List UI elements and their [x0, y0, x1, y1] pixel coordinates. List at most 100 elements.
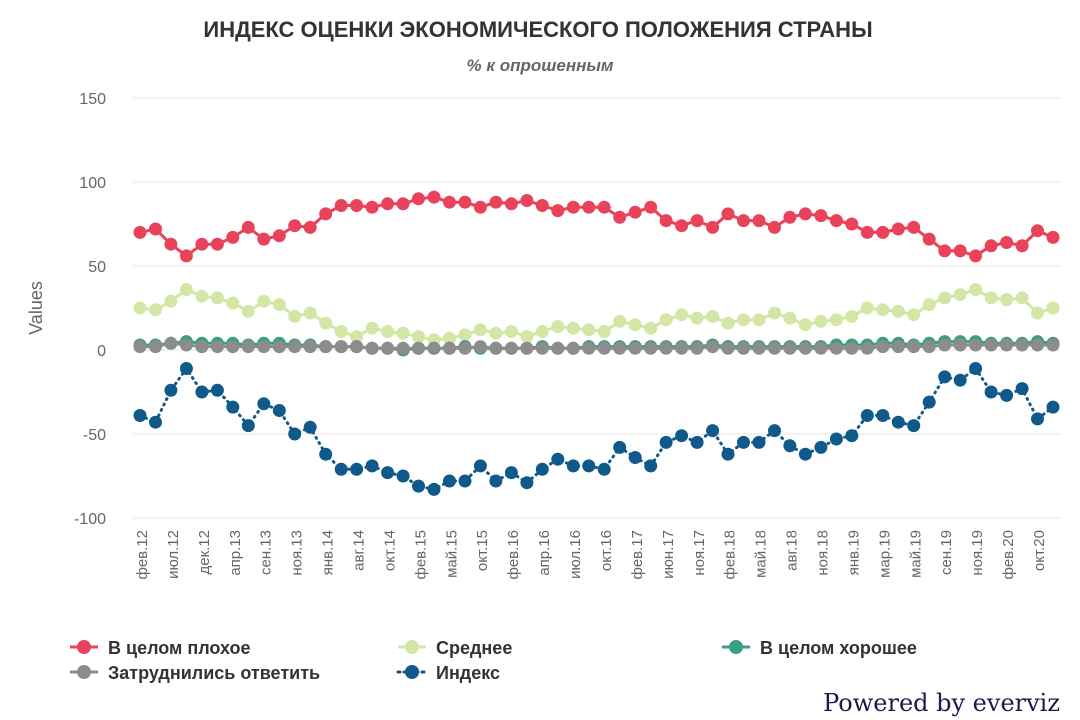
data-point[interactable]: [582, 323, 596, 337]
data-point[interactable]: [334, 462, 348, 476]
data-point[interactable]: [644, 200, 658, 214]
data-point[interactable]: [845, 429, 859, 443]
data-point[interactable]: [458, 341, 472, 355]
data-point[interactable]: [752, 313, 766, 327]
data-point[interactable]: [427, 190, 441, 204]
data-point[interactable]: [644, 321, 658, 335]
data-point[interactable]: [613, 210, 627, 224]
legend-item-good[interactable]: В целом хорошее: [722, 638, 917, 658]
data-point[interactable]: [876, 409, 890, 422]
data-point[interactable]: [876, 303, 890, 317]
data-point[interactable]: [535, 462, 549, 476]
data-point[interactable]: [706, 220, 720, 234]
data-point[interactable]: [288, 427, 302, 441]
data-point[interactable]: [443, 341, 456, 355]
data-point[interactable]: [969, 338, 983, 352]
data-point[interactable]: [535, 341, 549, 355]
data-point[interactable]: [473, 340, 487, 354]
data-point[interactable]: [798, 318, 812, 332]
data-point[interactable]: [412, 330, 425, 344]
data-point[interactable]: [706, 424, 720, 438]
data-point[interactable]: [551, 204, 565, 218]
data-point[interactable]: [133, 409, 147, 422]
data-point[interactable]: [768, 220, 781, 234]
data-point[interactable]: [350, 330, 364, 344]
data-point[interactable]: [149, 415, 162, 429]
data-point[interactable]: [659, 341, 673, 355]
data-point[interactable]: [226, 400, 240, 414]
data-point[interactable]: [860, 409, 874, 422]
data-point[interactable]: [922, 395, 936, 409]
data-point[interactable]: [628, 451, 642, 464]
data-point[interactable]: [504, 325, 518, 338]
data-point[interactable]: [845, 341, 859, 355]
data-point[interactable]: [690, 311, 704, 325]
data-point[interactable]: [179, 338, 193, 352]
data-point[interactable]: [907, 340, 921, 354]
data-point[interactable]: [272, 229, 286, 243]
data-point[interactable]: [535, 325, 549, 338]
data-point[interactable]: [737, 341, 750, 355]
data-point[interactable]: [1015, 338, 1029, 352]
data-point[interactable]: [133, 225, 147, 239]
data-point[interactable]: [365, 459, 379, 473]
data-point[interactable]: [907, 419, 921, 433]
data-point[interactable]: [334, 325, 348, 338]
data-point[interactable]: [164, 383, 178, 397]
data-point[interactable]: [814, 314, 828, 328]
data-point[interactable]: [675, 219, 689, 233]
data-point[interactable]: [984, 385, 998, 399]
data-point[interactable]: [597, 325, 611, 338]
data-point[interactable]: [520, 341, 534, 355]
data-point[interactable]: [922, 232, 936, 246]
data-point[interactable]: [551, 341, 565, 355]
data-point[interactable]: [737, 435, 750, 449]
data-point[interactable]: [597, 341, 611, 355]
data-point[interactable]: [783, 341, 797, 355]
data-point[interactable]: [1015, 382, 1029, 396]
data-point[interactable]: [628, 318, 642, 332]
data-point[interactable]: [798, 447, 812, 461]
data-point[interactable]: [953, 338, 967, 352]
data-point[interactable]: [520, 476, 534, 490]
data-point[interactable]: [891, 340, 905, 354]
data-point[interactable]: [613, 341, 627, 355]
data-point[interactable]: [1000, 236, 1014, 249]
data-point[interactable]: [798, 341, 812, 355]
data-point[interactable]: [829, 341, 843, 355]
data-point[interactable]: [149, 340, 162, 354]
data-point[interactable]: [334, 199, 348, 212]
data-point[interactable]: [922, 298, 936, 312]
data-point[interactable]: [458, 474, 472, 488]
data-point[interactable]: [396, 326, 410, 340]
data-point[interactable]: [412, 192, 425, 206]
data-point[interactable]: [210, 383, 224, 397]
data-point[interactable]: [1046, 230, 1060, 244]
data-point[interactable]: [210, 291, 224, 305]
data-point[interactable]: [272, 404, 286, 417]
data-point[interactable]: [458, 195, 472, 209]
data-point[interactable]: [520, 194, 534, 207]
data-point[interactable]: [257, 294, 271, 308]
data-point[interactable]: [381, 466, 395, 480]
data-point[interactable]: [489, 474, 503, 488]
data-point[interactable]: [133, 340, 147, 354]
data-point[interactable]: [473, 323, 487, 337]
data-point[interactable]: [582, 200, 596, 214]
data-point[interactable]: [798, 207, 812, 221]
data-point[interactable]: [381, 325, 395, 338]
data-point[interactable]: [396, 197, 410, 211]
data-point[interactable]: [396, 341, 410, 355]
data-point[interactable]: [149, 303, 162, 317]
data-point[interactable]: [953, 288, 967, 302]
data-point[interactable]: [396, 469, 410, 483]
data-point[interactable]: [164, 237, 178, 251]
data-point[interactable]: [504, 466, 518, 480]
data-point[interactable]: [489, 195, 503, 209]
data-point[interactable]: [241, 220, 255, 234]
data-point[interactable]: [427, 341, 441, 355]
data-point[interactable]: [241, 304, 255, 318]
data-point[interactable]: [179, 249, 193, 263]
data-point[interactable]: [814, 209, 828, 223]
data-point[interactable]: [659, 214, 673, 228]
